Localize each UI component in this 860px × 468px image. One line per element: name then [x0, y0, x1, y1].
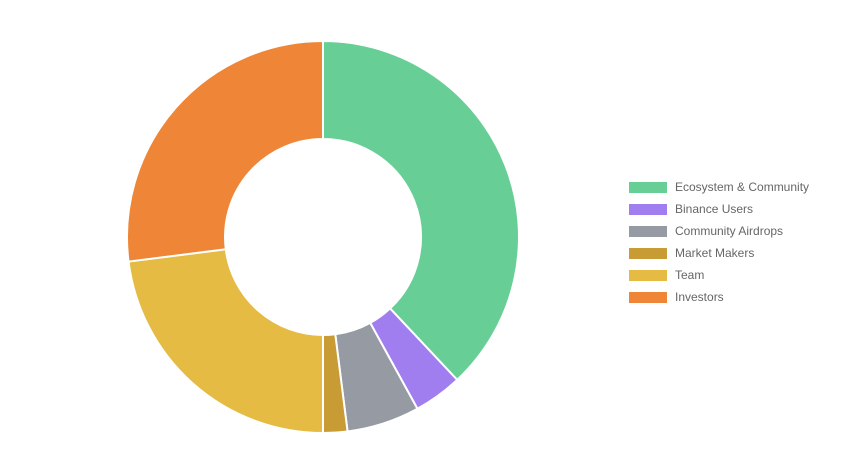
legend-item-team[interactable]: Team: [629, 264, 839, 286]
legend-label: Ecosystem & Community: [675, 180, 810, 194]
legend-label: Investors: [675, 290, 724, 304]
legend-swatch: [629, 181, 667, 193]
chart-legend: Ecosystem & Community Binance Users Commun…: [629, 176, 839, 308]
legend-swatch: [629, 291, 667, 303]
legend-item-community-airdrops[interactable]: Community Airdrops: [629, 220, 839, 242]
slice-ecosystem-community[interactable]: [322, 39, 520, 382]
legend-label: Market Makers: [675, 246, 755, 260]
legend-label: Community Airdrops: [675, 224, 784, 238]
legend-label: Team: [675, 268, 705, 282]
legend-label: Binance Users: [675, 202, 754, 216]
legend-item-market-makers[interactable]: Market Makers: [629, 242, 839, 264]
legend-item-investors[interactable]: Investors: [629, 286, 839, 308]
legend-swatch: [629, 203, 667, 215]
slice-investors[interactable]: [126, 39, 324, 263]
legend-swatch: [629, 247, 667, 259]
slices-group: [126, 39, 520, 435]
legend-item-ecosystem-community[interactable]: Ecosystem & Community: [629, 176, 839, 198]
legend-swatch: [629, 269, 667, 281]
slice-team[interactable]: [127, 248, 324, 435]
legend-item-binance-users[interactable]: Binance Users: [629, 198, 839, 220]
legend-swatch: [629, 225, 667, 237]
